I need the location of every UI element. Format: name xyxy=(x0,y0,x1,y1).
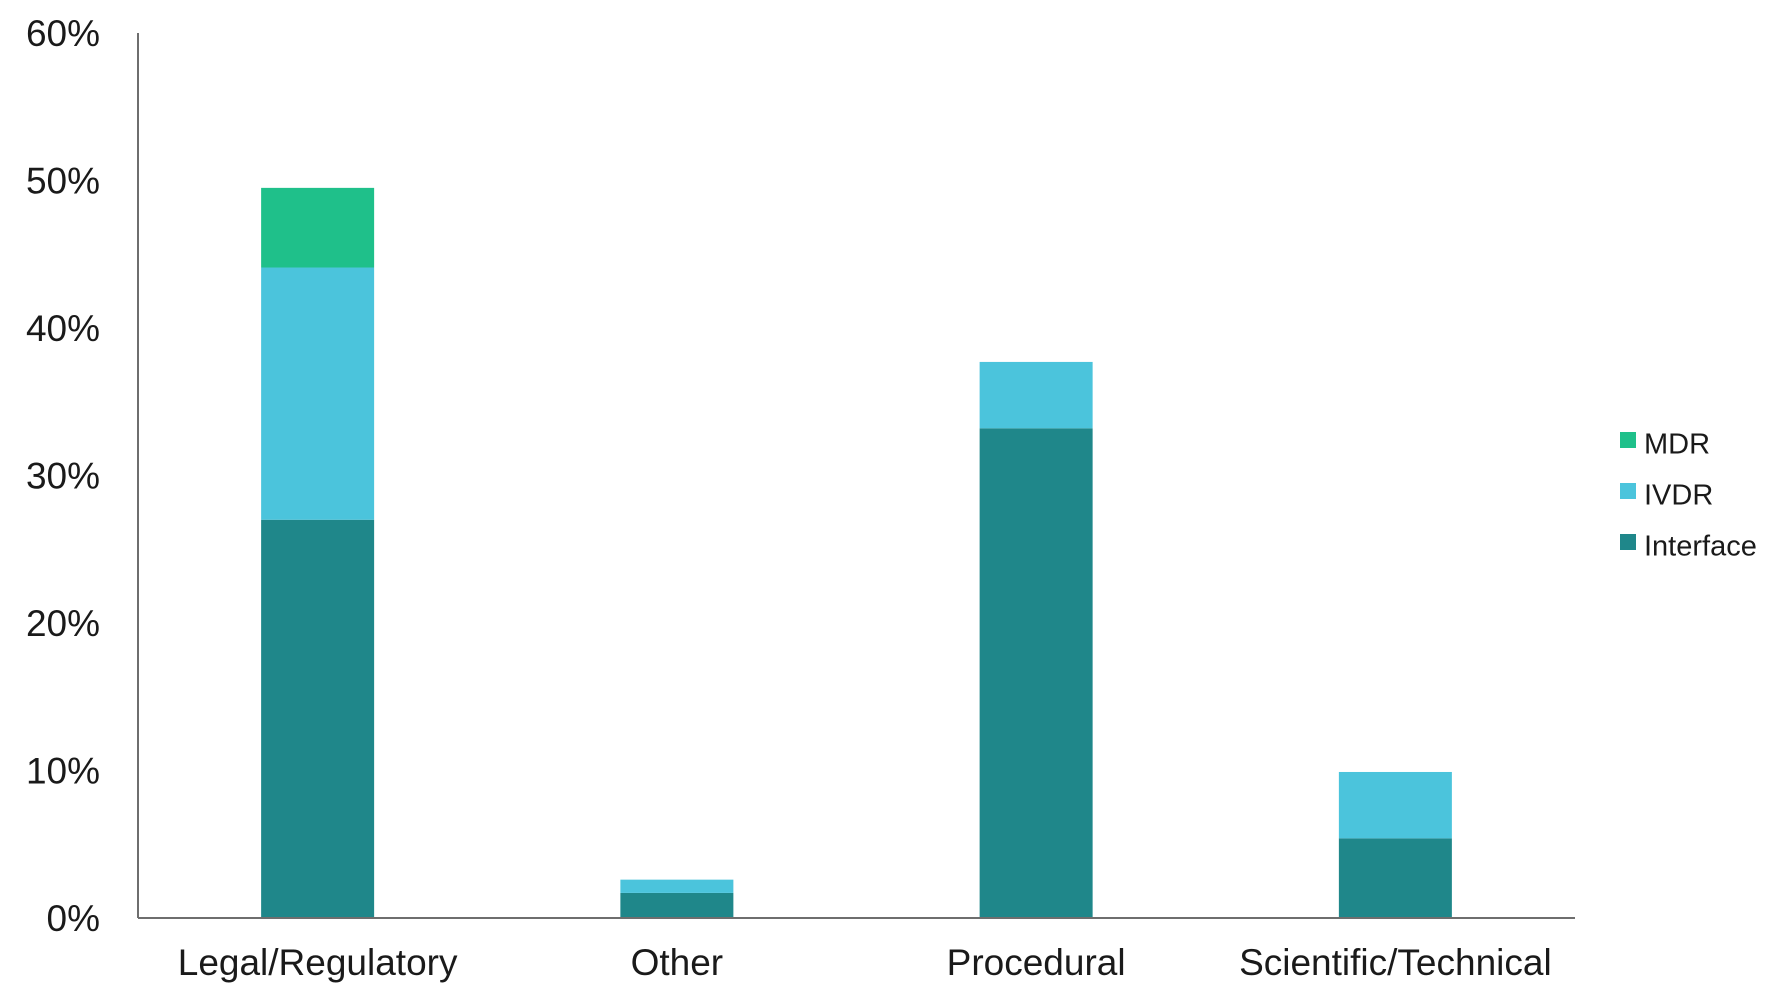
legend-swatch-ivdr xyxy=(1620,483,1636,499)
x-category-label: Other xyxy=(631,942,724,983)
bar-segment-mdr xyxy=(261,187,375,268)
bar-segment-interface xyxy=(1338,838,1452,918)
y-tick-label: 10% xyxy=(26,751,100,792)
bar-segment-ivdr xyxy=(261,267,375,520)
legend-label-interface: Interface xyxy=(1644,531,1757,563)
bar-segment-interface xyxy=(261,519,375,918)
bar-segment-ivdr xyxy=(620,879,734,893)
y-tick-label: 30% xyxy=(26,456,100,497)
y-tick-label: 60% xyxy=(26,13,100,54)
y-tick-label: 50% xyxy=(26,161,100,202)
bar-segment-ivdr xyxy=(1338,771,1452,839)
legend-swatch-interface xyxy=(1620,534,1636,550)
bar-segment-ivdr xyxy=(979,361,1093,429)
legend-label-mdr: MDR xyxy=(1644,429,1710,461)
x-category-label: Scientific/Technical xyxy=(1239,942,1552,983)
bar-segment-interface xyxy=(620,892,734,918)
legend-swatch-mdr xyxy=(1620,432,1636,448)
y-tick-label: 20% xyxy=(26,603,100,644)
x-category-label: Procedural xyxy=(947,942,1126,983)
x-category-label: Legal/Regulatory xyxy=(178,942,458,983)
bars xyxy=(261,187,1452,918)
bar-segment-interface xyxy=(979,428,1093,918)
x-axis-category-labels: Legal/Regulatory Other Procedural Scientifi… xyxy=(178,942,1552,983)
legend-label-ivdr: IVDR xyxy=(1644,480,1713,512)
y-tick-label: 40% xyxy=(26,308,100,349)
y-axis-ticks: 0% 10% 20% 30% 40% 50% 60% xyxy=(26,13,100,939)
legend: MDR IVDR Interface xyxy=(1620,429,1757,563)
y-tick-label: 0% xyxy=(47,898,100,939)
